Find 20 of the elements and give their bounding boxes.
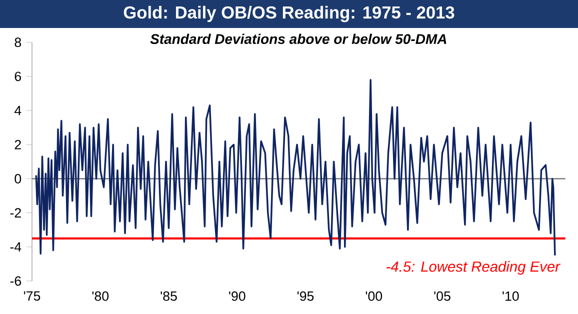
x-tick-label: '00 bbox=[366, 291, 382, 301]
x-tick-label: '90 bbox=[229, 291, 246, 301]
x-tick-label: '75 bbox=[24, 291, 40, 301]
x-tick-label: '80 bbox=[92, 291, 109, 301]
y-tick-label: -6 bbox=[10, 276, 22, 286]
y-tick-label: 6 bbox=[14, 72, 22, 82]
y-tick-label: -2 bbox=[10, 208, 21, 218]
chart-title: Gold: Daily OB/OS Reading: 1975 - 2013 bbox=[124, 6, 454, 22]
annotation: -4.5: Lowest Reading Ever bbox=[386, 261, 560, 275]
y-tick-label: 4 bbox=[14, 106, 22, 116]
y-tick-label: 2 bbox=[14, 140, 21, 150]
y-tick-label: 0 bbox=[14, 174, 22, 184]
x-tick-label: '95 bbox=[297, 291, 314, 301]
line-series bbox=[35, 78, 556, 256]
y-tick-label: 8 bbox=[14, 38, 22, 48]
x-tick-label: '85 bbox=[160, 291, 177, 301]
x-tick-label: '05 bbox=[434, 291, 450, 301]
y-tick-label: -4 bbox=[10, 242, 22, 252]
chart-subtitle: Standard Deviations above or below 50-DMA bbox=[150, 34, 446, 44]
x-tick-label: '10 bbox=[502, 291, 519, 301]
